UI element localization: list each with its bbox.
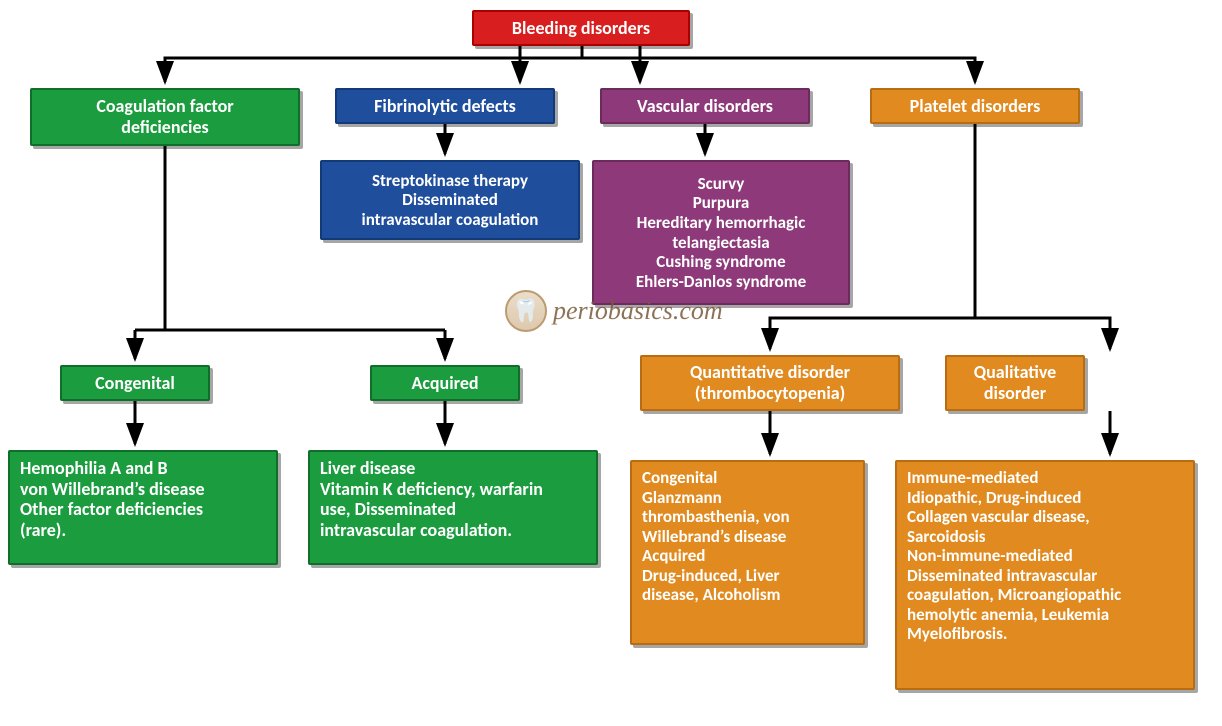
node-congenital: Congenital [60,365,210,401]
node-vascular-label: Vascular disorders [637,96,773,117]
node-qual-label: Qualitative disorder [974,362,1056,403]
node-acquired: Acquired [370,365,520,401]
node-platelet: Platelet disorders [870,88,1080,124]
edge-11 [975,318,1110,349]
node-fibrin_det-label: Streptokinase therapy Disseminated intra… [362,171,539,230]
node-root: Bleeding disorders [472,10,690,46]
node-platelet-label: Platelet disorders [910,96,1041,117]
node-qual_det: Immune-mediated Idiopathic, Drug-induced… [895,460,1195,690]
node-cong_det-label: Hemophilia A and B von Willebrand’s dise… [20,458,205,541]
node-quant_det-label: Congenital Glanzmann thrombasthenia, von… [642,468,790,605]
node-vasc_det: Scurvy Purpura Hereditary hemorrhagic te… [592,160,850,305]
node-fibrin_det: Streptokinase therapy Disseminated intra… [320,160,580,240]
node-qual: Qualitative disorder [945,355,1085,411]
node-congenital-label: Congenital [95,373,175,394]
node-quant_det: Congenital Glanzmann thrombasthenia, von… [630,460,865,645]
node-quant: Quantitative disorder (thrombocytopenia) [640,355,900,411]
node-vascular: Vascular disorders [600,88,810,124]
node-root-label: Bleeding disorders [512,18,650,39]
watermark-text: periobasics.com [553,296,723,326]
node-quant-label: Quantitative disorder (thrombocytopenia) [690,362,850,403]
watermark: 🦷 periobasics.com [505,290,723,332]
node-fibrin: Fibrinolytic defects [335,88,555,124]
node-coag-label: Coagulation factor deficiencies [96,96,233,137]
node-vasc_det-label: Scurvy Purpura Hereditary hemorrhagic te… [636,174,806,291]
node-acquired-label: Acquired [411,373,478,394]
edge-0 [165,46,582,82]
node-fibrin-label: Fibrinolytic defects [374,96,516,117]
node-qual_det-label: Immune-mediated Idiopathic, Drug-induced… [907,468,1121,644]
node-acq_det-label: Liver disease Vitamin K deficiency, warf… [320,458,543,541]
edge-3 [582,46,975,82]
tooth-icon: 🦷 [505,290,547,332]
node-acq_det: Liver disease Vitamin K deficiency, warf… [308,450,598,565]
node-cong_det: Hemophilia A and B von Willebrand’s dise… [8,450,278,565]
node-coag: Coagulation factor deficiencies [30,88,300,146]
